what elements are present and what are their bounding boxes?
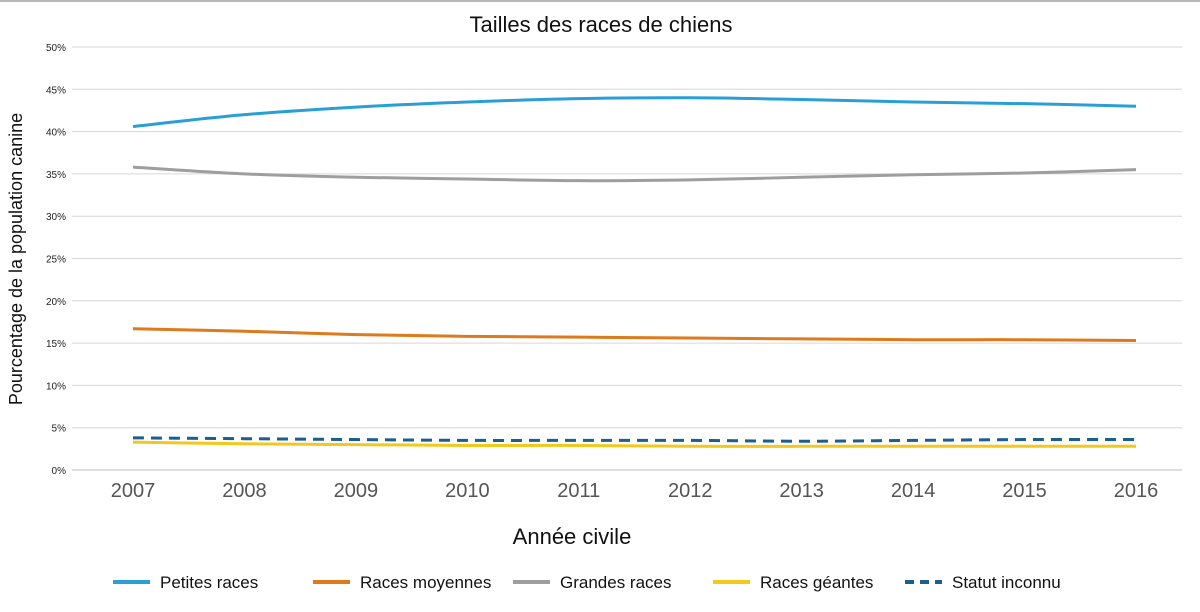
series-lines — [132, 96, 1137, 448]
series-line — [132, 327, 1137, 343]
x-tick-label: 2009 — [334, 480, 379, 502]
legend-label: Grandes races — [560, 573, 672, 592]
x-tick-label: 2012 — [668, 480, 713, 502]
legend-label: Races géantes — [760, 573, 873, 592]
y-tick-label: 40% — [46, 128, 66, 139]
y-tick-label: 10% — [46, 381, 66, 392]
legend: Petites races Races moyennes Grandes races… — [113, 573, 1061, 592]
x-tick-label: 2013 — [779, 480, 824, 502]
legend-label: Petites races — [160, 573, 258, 592]
x-tick-label: 2015 — [1002, 480, 1047, 502]
x-tick-label: 2007 — [111, 480, 156, 502]
series-line — [132, 440, 1136, 448]
y-tick-label: 15% — [46, 339, 66, 350]
series-line — [132, 165, 1137, 183]
series-line — [132, 436, 1137, 443]
legend-label: Statut inconnu — [952, 573, 1061, 592]
y-tick-label: 0% — [52, 466, 67, 477]
x-axis-label: Année civile — [513, 524, 632, 549]
y-tick-label: 20% — [46, 297, 66, 308]
x-tick-label: 2011 — [557, 480, 600, 502]
series-line — [132, 96, 1137, 129]
y-axis-label: Pourcentage de la population canine — [6, 113, 26, 405]
y-axis-ticks: 0% 5% 10% 15% 20% 25% 30% 35% 40% 45% 50% — [46, 43, 66, 477]
legend-item: Petites races — [113, 573, 258, 592]
x-tick-label: 2016 — [1114, 480, 1159, 502]
legend-item: Races moyennes — [313, 573, 491, 592]
y-tick-label: 35% — [46, 170, 66, 181]
y-tick-label: 25% — [46, 255, 66, 266]
y-tick-label: 45% — [46, 85, 66, 96]
gridlines — [72, 46, 1182, 471]
y-tick-label: 50% — [46, 43, 66, 54]
chart-title: Tailles des races de chiens — [470, 12, 733, 37]
y-tick-label: 5% — [52, 424, 67, 435]
x-tick-label: 2010 — [445, 480, 490, 502]
legend-item: Grandes races — [513, 573, 672, 592]
legend-item: Statut inconnu — [905, 573, 1061, 592]
y-tick-label: 30% — [46, 212, 66, 223]
legend-item: Races géantes — [713, 573, 873, 592]
x-tick-label: 2014 — [891, 480, 936, 502]
legend-label: Races moyennes — [360, 573, 491, 592]
x-axis-ticks: 2007 2008 2009 2010 2011 2012 2013 2014 2015 2016 — [111, 480, 1159, 502]
x-tick-label: 2008 — [222, 480, 267, 502]
top-border — [0, 0, 1200, 2]
